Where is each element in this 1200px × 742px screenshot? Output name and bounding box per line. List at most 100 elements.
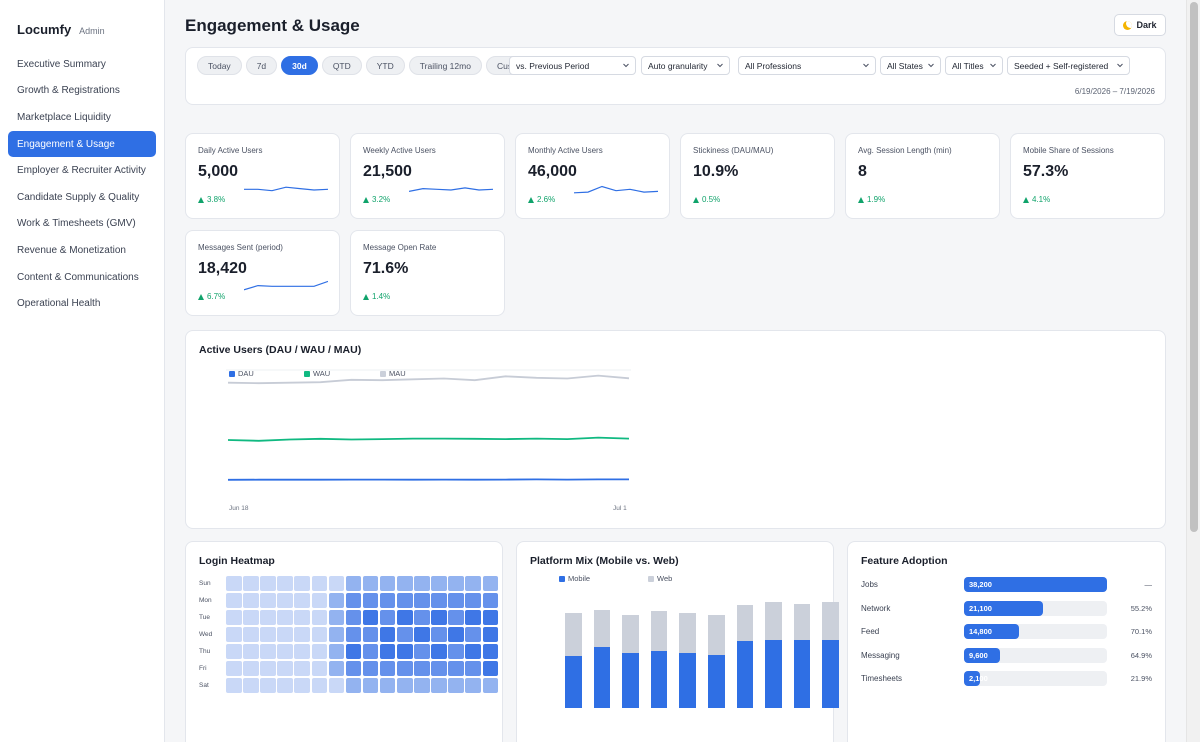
heatmap-cell[interactable] bbox=[448, 678, 464, 694]
heatmap-cell[interactable] bbox=[260, 644, 276, 660]
heatmap-cell[interactable] bbox=[482, 593, 498, 609]
heatmap-cell[interactable] bbox=[243, 576, 259, 592]
heatmap-cell[interactable] bbox=[379, 593, 396, 609]
heatmap-cell[interactable] bbox=[465, 593, 481, 609]
heatmap-cell[interactable] bbox=[243, 627, 259, 643]
heatmap-cell[interactable] bbox=[362, 610, 379, 626]
sidebar-item-executive-summary[interactable]: Executive Summary bbox=[17, 58, 106, 70]
heatmap-cell[interactable] bbox=[328, 678, 345, 694]
heatmap-cell[interactable] bbox=[465, 576, 481, 592]
sidebar-item-marketplace-liquidity[interactable]: Marketplace Liquidity bbox=[17, 111, 111, 123]
state-select[interactable]: All States bbox=[880, 56, 941, 75]
heatmap-cell[interactable] bbox=[226, 576, 242, 592]
heatmap-cell[interactable] bbox=[328, 661, 345, 677]
heatmap-cell[interactable] bbox=[414, 610, 430, 626]
sidebar-item-revenue-monetization[interactable]: Revenue & Monetization bbox=[17, 244, 126, 256]
heatmap-cell[interactable] bbox=[345, 627, 362, 643]
heatmap-cell[interactable] bbox=[362, 644, 379, 660]
sidebar-item-candidate-supply-quality[interactable]: Candidate Supply & Quality bbox=[17, 191, 140, 203]
heatmap-cell[interactable] bbox=[243, 610, 259, 626]
heatmap-cell[interactable] bbox=[345, 661, 362, 677]
heatmap-cell[interactable] bbox=[431, 644, 447, 660]
bar-web[interactable] bbox=[565, 613, 582, 656]
heatmap-cell[interactable] bbox=[431, 610, 447, 626]
theme-toggle-button[interactable]: Dark bbox=[1114, 14, 1166, 36]
heatmap-cell[interactable] bbox=[431, 678, 447, 694]
heatmap-cell[interactable] bbox=[414, 627, 430, 643]
heatmap-cell[interactable] bbox=[482, 610, 498, 626]
heatmap-cell[interactable] bbox=[260, 627, 276, 643]
bar-mobile[interactable] bbox=[708, 654, 725, 708]
feature-bar-fill[interactable]: 9,600 bbox=[964, 647, 1000, 663]
heatmap-cell[interactable] bbox=[362, 661, 379, 677]
bar-web[interactable] bbox=[765, 601, 782, 640]
heatmap-cell[interactable] bbox=[328, 644, 345, 660]
heatmap-cell[interactable] bbox=[226, 593, 242, 609]
heatmap-cell[interactable] bbox=[482, 627, 498, 643]
heatmap-cell[interactable] bbox=[294, 610, 310, 626]
heatmap-cell[interactable] bbox=[397, 661, 413, 677]
bar-web[interactable] bbox=[650, 611, 668, 651]
heatmap-cell[interactable] bbox=[311, 610, 327, 626]
feature-bar-fill[interactable]: 38,200 bbox=[964, 577, 1107, 592]
profession-select[interactable]: All Professions bbox=[738, 56, 876, 75]
heatmap-cell[interactable] bbox=[345, 576, 362, 592]
bar-mobile[interactable] bbox=[793, 639, 811, 708]
heatmap-cell[interactable] bbox=[379, 576, 396, 592]
heatmap-cell[interactable] bbox=[311, 644, 327, 660]
heatmap-cell[interactable] bbox=[243, 678, 259, 694]
heatmap-cell[interactable] bbox=[414, 593, 430, 609]
legend-mau[interactable]: MAU bbox=[380, 369, 406, 378]
heatmap-cell[interactable] bbox=[243, 661, 259, 677]
scrollbar-thumb[interactable] bbox=[1190, 2, 1198, 532]
heatmap-cell[interactable] bbox=[482, 576, 498, 592]
bar-web[interactable] bbox=[822, 601, 839, 640]
heatmap-cell[interactable] bbox=[294, 678, 310, 694]
bar-web[interactable] bbox=[736, 605, 754, 641]
heatmap-cell[interactable] bbox=[362, 627, 379, 643]
heatmap-cell[interactable] bbox=[345, 610, 362, 626]
heatmap-cell[interactable] bbox=[379, 644, 396, 660]
source-select[interactable]: Seeded + Self-registered bbox=[1007, 56, 1130, 75]
heatmap-cell[interactable] bbox=[328, 593, 345, 609]
heatmap-cell[interactable] bbox=[397, 627, 413, 643]
heatmap-cell[interactable] bbox=[277, 644, 293, 660]
heatmap-cell[interactable] bbox=[311, 661, 327, 677]
sidebar-item-work-timesheets-gmv[interactable]: Work & Timesheets (GMV) bbox=[17, 218, 136, 230]
heatmap-cell[interactable] bbox=[345, 593, 362, 609]
heatmap-cell[interactable] bbox=[226, 610, 242, 626]
heatmap-cell[interactable] bbox=[431, 593, 447, 609]
heatmap-cell[interactable] bbox=[311, 593, 327, 609]
bar-web[interactable] bbox=[622, 614, 639, 653]
bar-mobile[interactable] bbox=[822, 639, 839, 708]
heatmap-cell[interactable] bbox=[465, 610, 481, 626]
period-pill-ytd[interactable]: YTD bbox=[365, 56, 405, 75]
sidebar-item-employer-recruiter-activity[interactable]: Employer & Recruiter Activity bbox=[17, 165, 146, 177]
heatmap-cell[interactable] bbox=[277, 610, 293, 626]
legend-web[interactable]: Web bbox=[648, 574, 672, 583]
heatmap-cell[interactable] bbox=[482, 644, 498, 660]
heatmap-cell[interactable] bbox=[431, 661, 447, 677]
bar-mobile[interactable] bbox=[593, 647, 611, 708]
heatmap-cell[interactable] bbox=[414, 576, 430, 592]
heatmap-cell[interactable] bbox=[311, 678, 327, 694]
bar-mobile[interactable] bbox=[736, 640, 754, 708]
heatmap-cell[interactable] bbox=[379, 627, 396, 643]
heatmap-cell[interactable] bbox=[379, 678, 396, 694]
heatmap-cell[interactable] bbox=[277, 576, 293, 592]
heatmap-cell[interactable] bbox=[397, 678, 413, 694]
heatmap-cell[interactable] bbox=[379, 661, 396, 677]
heatmap-cell[interactable] bbox=[226, 678, 242, 694]
heatmap-cell[interactable] bbox=[294, 576, 310, 592]
heatmap-cell[interactable] bbox=[345, 644, 362, 660]
bar-web[interactable] bbox=[793, 603, 811, 640]
heatmap-cell[interactable] bbox=[260, 661, 276, 677]
heatmap-cell[interactable] bbox=[226, 644, 242, 660]
granularity-select[interactable]: Auto granularity bbox=[641, 56, 730, 75]
period-pill-trailing-12mo[interactable]: Trailing 12mo bbox=[408, 56, 482, 75]
heatmap-cell[interactable] bbox=[277, 593, 293, 609]
heatmap-cell[interactable] bbox=[294, 644, 310, 660]
heatmap-cell[interactable] bbox=[311, 627, 327, 643]
comparison-select[interactable]: vs. Previous Period bbox=[509, 56, 636, 75]
heatmap-cell[interactable] bbox=[397, 576, 413, 592]
